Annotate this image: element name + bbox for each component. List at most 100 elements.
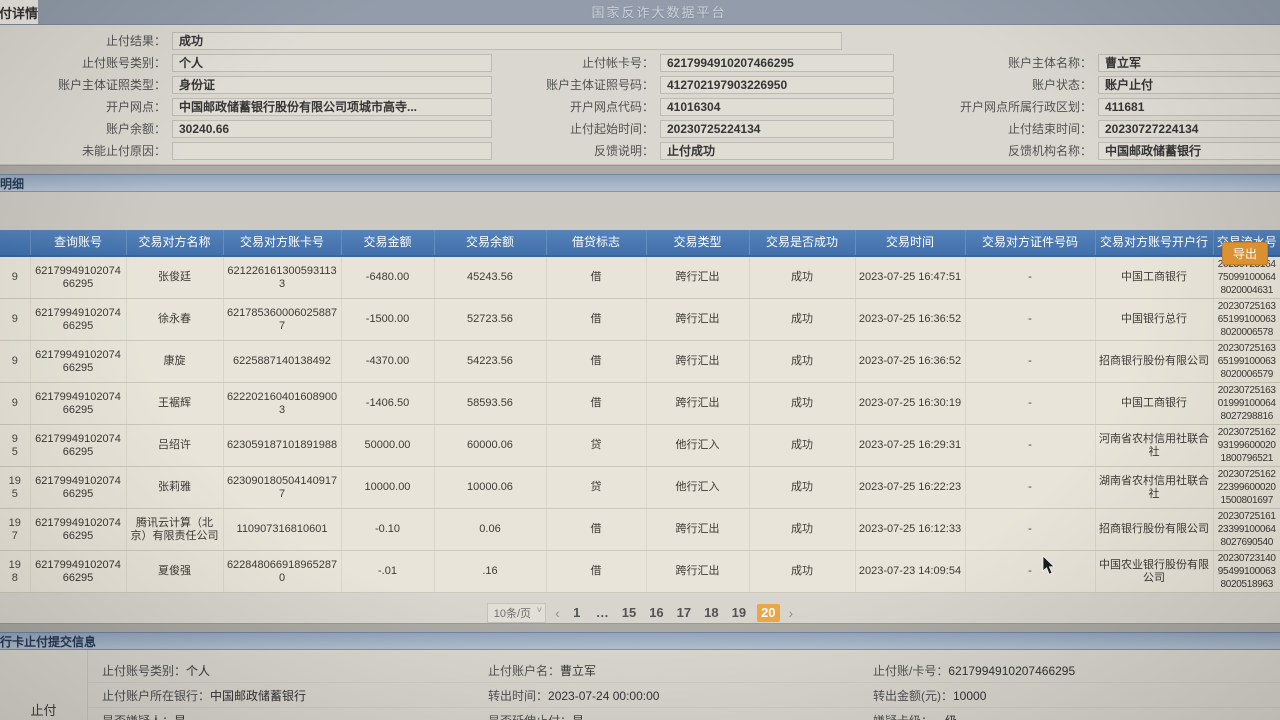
cell-cert-number: - [964,424,1095,467]
submit-info-section-body: 止付 止付账号类别：个人 止付账户名：曹立军 止付账/卡号：6217994910… [0,650,1280,720]
col-header-balance: 交易余额 [433,230,546,257]
cell-time: 2023-07-25 16:36:52 [854,298,965,341]
col-header-query-account: 查询账号 [29,230,126,257]
cell-bank: 中国工商银行 [1094,382,1213,425]
page-number[interactable]: 15 [621,605,637,620]
field-label: 止付结束时间： [1007,122,1092,136]
page-number[interactable]: 20 [757,604,780,622]
table-row: 19 7 6217994910207466295 腾讯云计算（北京）有限责任公司… [0,508,1280,551]
cell-type: 跨行汇出 [645,340,749,383]
table-row: 19 8 6217994910207466295 夏俊强 62284806691… [0,550,1280,593]
cell-query-account: 6217994910207466295 [29,382,126,425]
table-row: 9 5 6217994910207466295 吕绍许 623059187101… [0,424,1280,467]
cell-time: 2023-07-25 16:22:23 [854,466,965,509]
page-number[interactable]: 17 [676,605,692,620]
field-label: 账户主体名称： [1007,56,1092,70]
cell-bank: 招商银行股份有限公司 [1094,508,1213,551]
page-tab-label: 止付详情 [0,5,38,21]
cell-index-partial: 19 5 [0,466,30,509]
field-stop-account-category: 止付账号类别：个人 [102,663,211,678]
submit-row: 止付账号类别：个人 止付账户名：曹立军 止付账/卡号：6217994910207… [88,658,1280,683]
field-account-status: 账户状态： 账户止付 [894,75,1280,94]
table-row: 9 6217994910207466295 徐永春 62178536000602… [0,298,1280,341]
cell-counterparty-name: 张俊廷 [125,256,223,299]
table-row: 9 6217994910207466295 王裾辉 62220216040160… [0,382,1280,425]
submit-info-section-title: 银行卡止付提交信息 [0,634,97,649]
cell-counterparty-name: 吕绍许 [125,424,223,467]
cell-query-account: 6217994910207466295 [29,550,126,593]
cell-counterparty-card: 6217853600060258877 [222,298,341,341]
prev-page-icon[interactable]: ‹ [555,605,560,621]
table-row: 9 6217994910207466295 张俊廷 62122616130059… [0,256,1280,299]
cell-counterparty-card: 6212261613005931133 [222,256,341,299]
field-label: 未能止付原因： [81,144,166,158]
cell-index-partial: 9 [0,382,30,425]
cell-type: 跨行汇出 [645,256,749,299]
cell-type: 跨行汇出 [645,508,749,551]
cell-amount: -1500.00 [340,298,434,341]
submit-group-label: 止付 [0,650,88,720]
cell-cert-number: - [964,550,1095,593]
field-label: 止付结果： [105,34,166,48]
page-tab[interactable]: 止付详情 [0,0,38,24]
field-stop-result: 止付结果： 成功 [0,31,842,50]
cell-cert-number: - [964,466,1095,509]
section-divider [0,165,1280,174]
cell-balance: 45243.56 [433,256,546,299]
col-header-bank: 交易对方账号开户行 [1094,230,1213,257]
pagination: 10条/页 ‹ 1 … 15 16 17 18 19 20 › [0,603,1280,623]
cell-balance: 10000.06 [433,466,546,509]
field-label: 开户网点： [105,100,166,114]
section-divider [0,623,1280,632]
next-page-icon[interactable]: › [788,605,794,621]
col-header-counterparty-name: 交易对方名称 [125,230,223,257]
page-size-select[interactable]: 10条/页 [486,603,547,623]
cell-counterparty-card: 623059187101891988 [222,424,341,467]
field-id-type: 账户主体证照类型： 身份证 [0,75,492,94]
col-header-time: 交易时间 [854,230,965,257]
field-value: 20230727224134 [1098,119,1280,138]
cell-success: 成功 [748,382,855,425]
cell-query-account: 6217994910207466295 [29,256,126,299]
cell-serial: 20230725162931996000201800796521 [1212,424,1280,467]
field-is-suspect: 是否嫌疑人：是 [88,712,474,720]
cell-amount: 50000.00 [340,424,434,467]
cell-bank: 河南省农村信用社联合社 [1094,424,1213,467]
cell-time: 2023-07-25 16:29:31 [854,424,965,467]
cell-bank: 中国农业银行股份有限公司 [1094,550,1213,593]
page-number[interactable]: 1 [569,604,585,622]
field-value: 中国邮政储蓄银行 [1098,141,1280,160]
cell-type: 他行汇入 [645,466,749,509]
cell-counterparty-card: 6228480669189652870 [222,550,341,593]
field-is-extended-stop: 是否延伸止付：是 [474,712,859,720]
transactions-section-title: 明细 [0,176,25,191]
cell-counterparty-name: 夏俊强 [125,550,223,593]
field-label: 账户状态： [1031,78,1092,92]
col-header-success: 交易是否成功 [748,230,855,257]
cell-index-partial: 9 [0,256,30,299]
col-header-amount: 交易金额 [340,230,434,257]
cell-cert-number: - [964,382,1095,425]
cell-time: 2023-07-25 16:47:51 [854,256,965,299]
cell-amount: -6480.00 [340,256,434,299]
cell-counterparty-name: 张莉雅 [125,466,223,509]
stop-payment-detail-section: 止付结果： 成功 止付账号类别： 个人 止付帐卡号： 621799491020746… [0,25,1280,165]
field-start-time: 止付起始时间： 20230725224134 [492,119,894,138]
page-number[interactable]: 19 [731,605,747,620]
cell-success: 成功 [748,424,855,467]
field-feedback-org: 反馈机构名称： 中国邮政储蓄银行 [894,141,1280,160]
cell-query-account: 6217994910207466295 [29,298,126,341]
col-header-counterparty-card: 交易对方账卡号 [222,230,341,257]
cell-counterparty-card: 6222021604016089003 [222,382,341,425]
cell-cert-number: - [964,298,1095,341]
export-button[interactable]: 导出 [1221,242,1268,265]
field-label: 止付账号类别： [81,56,166,70]
field-label: 开户网点代码： [569,100,654,114]
cell-type: 他行汇入 [645,424,749,467]
cell-serial: 20230725163651991000638020006579 [1212,340,1280,383]
submit-row: 止付账户所在银行：中国邮政储蓄银行 转出时间：2023-07-24 00:00:… [88,683,1280,708]
page-number[interactable]: 18 [704,605,719,620]
page-number[interactable]: 16 [649,605,664,620]
page-number[interactable]: … [595,605,609,620]
cell-amount: -.01 [340,550,434,593]
